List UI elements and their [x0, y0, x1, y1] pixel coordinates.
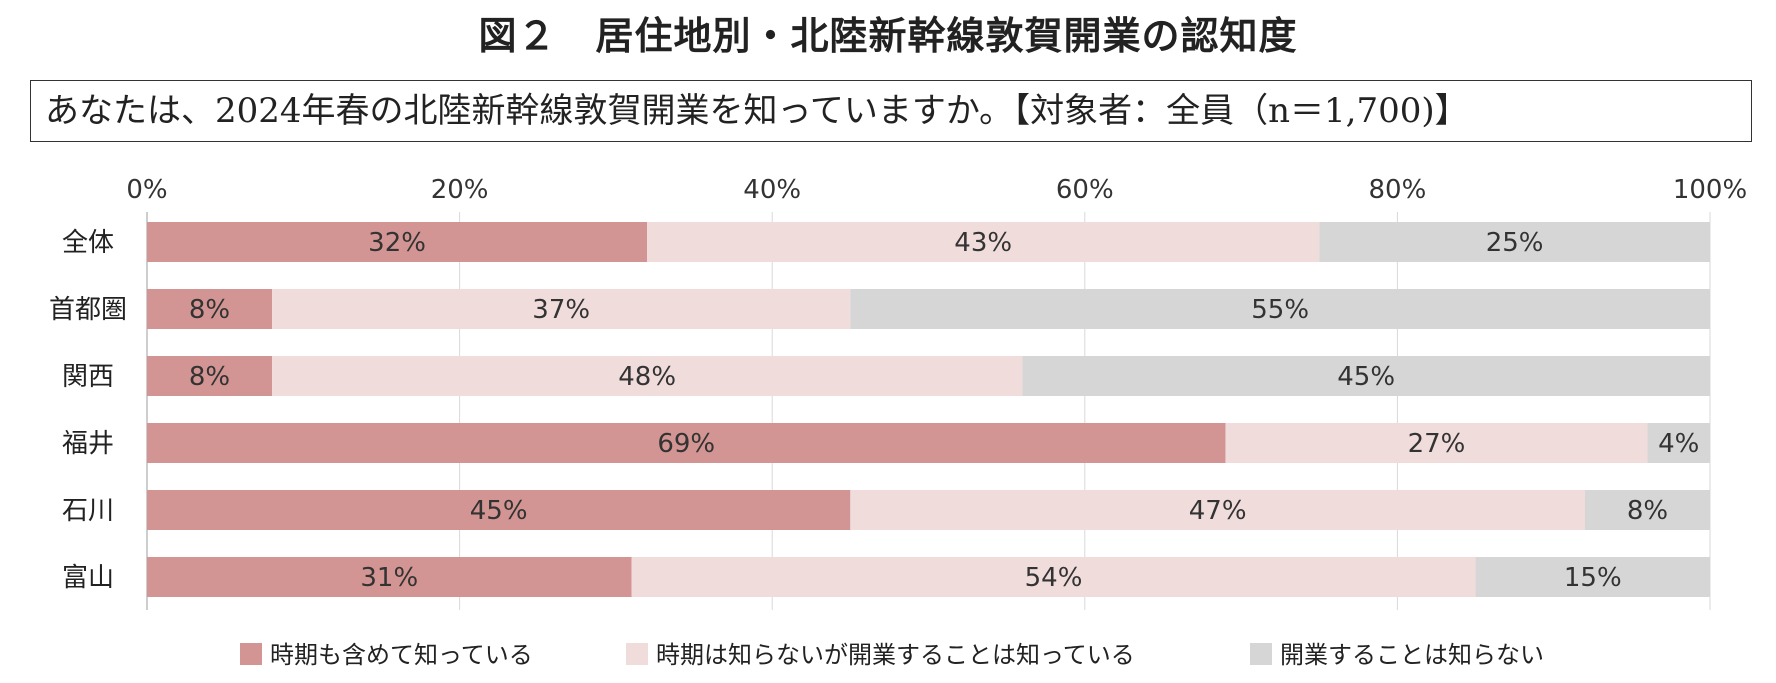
bar-segment	[147, 490, 851, 530]
bar-segment	[1475, 557, 1710, 597]
bar-segment	[147, 289, 273, 329]
question-box: あなたは、2024年春の北陸新幹線敦賀開業を知っていますか。【対象者：全員（n＝…	[30, 80, 1752, 142]
legend: 時期も含めて知っている 時期は知らないが開業することは知っている 開業することは知ら…	[240, 641, 1544, 669]
bar-segment	[147, 557, 632, 597]
data-label: 8%	[1627, 496, 1668, 526]
data-label: 45%	[1337, 362, 1395, 392]
data-label: 48%	[618, 362, 676, 392]
data-label: 32%	[368, 228, 426, 258]
legend-label: 開業することは知らない	[1280, 641, 1544, 669]
grid-lines	[146, 212, 1711, 610]
legend-label: 時期も含めて知っている	[270, 641, 533, 669]
x-tick-label: 40%	[743, 175, 801, 205]
bar-segment	[1319, 222, 1710, 262]
data-label: 55%	[1251, 295, 1309, 325]
x-tick-label: 60%	[1056, 175, 1114, 205]
x-tick-label: 20%	[431, 175, 489, 205]
data-label: 45%	[470, 496, 528, 526]
category-label: 福井	[62, 429, 114, 459]
legend-swatch	[626, 643, 648, 665]
legend-swatch	[240, 643, 262, 665]
bar-segment	[1225, 423, 1648, 463]
data-label: 8%	[189, 362, 230, 392]
data-label: 47%	[1189, 496, 1247, 526]
x-tick-label: 80%	[1369, 175, 1427, 205]
data-label: 43%	[954, 228, 1012, 258]
question-text: あなたは、2024年春の北陸新幹線敦賀開業を知っていますか。【対象者：全員（n＝…	[45, 91, 1469, 131]
category-label: 関西	[62, 362, 114, 392]
bar-segment	[147, 222, 648, 262]
stacked-bar-chart: 0% 20% 40% 60% 80% 100% 32% 43% 25% 8% 37% 55% 8% 48…	[49, 175, 1747, 669]
data-label: 54%	[1025, 563, 1083, 593]
x-tick-label: 0%	[126, 175, 167, 205]
category-label: 富山	[62, 563, 114, 593]
bar-segment	[1022, 356, 1710, 396]
data-label: 8%	[189, 295, 230, 325]
bar-segment	[272, 289, 851, 329]
category-label: 全体	[62, 228, 114, 258]
data-label: 37%	[532, 295, 590, 325]
data-label: 31%	[360, 563, 418, 593]
category-label: 石川	[62, 496, 114, 526]
x-axis-ticks: 0% 20% 40% 60% 80% 100%	[126, 175, 1747, 205]
data-label: 25%	[1486, 228, 1544, 258]
figure-title: 図２ 居住地別・北陸新幹線敦賀開業の認知度	[478, 14, 1298, 58]
data-label: 15%	[1564, 563, 1622, 593]
x-tick-label: 100%	[1673, 175, 1747, 205]
bar-segment	[1647, 423, 1710, 463]
bar-segment	[850, 289, 1710, 329]
bar-segment	[631, 557, 1476, 597]
bar-segment	[850, 490, 1585, 530]
bar-segment	[147, 356, 273, 396]
bar-segment	[147, 423, 1226, 463]
data-label: 69%	[657, 429, 715, 459]
bar-segment	[1584, 490, 1710, 530]
legend-label: 時期は知らないが開業することは知っている	[656, 641, 1135, 669]
bar-segment	[647, 222, 1320, 262]
category-label: 首都圏	[49, 295, 127, 325]
bar-segment	[272, 356, 1023, 396]
data-label: 4%	[1658, 429, 1699, 459]
data-label: 27%	[1408, 429, 1466, 459]
legend-swatch	[1250, 643, 1272, 665]
bars: 32% 43% 25% 8% 37% 55% 8% 48% 45% 69% 27% 4% 45% 47% 8…	[147, 222, 1710, 597]
